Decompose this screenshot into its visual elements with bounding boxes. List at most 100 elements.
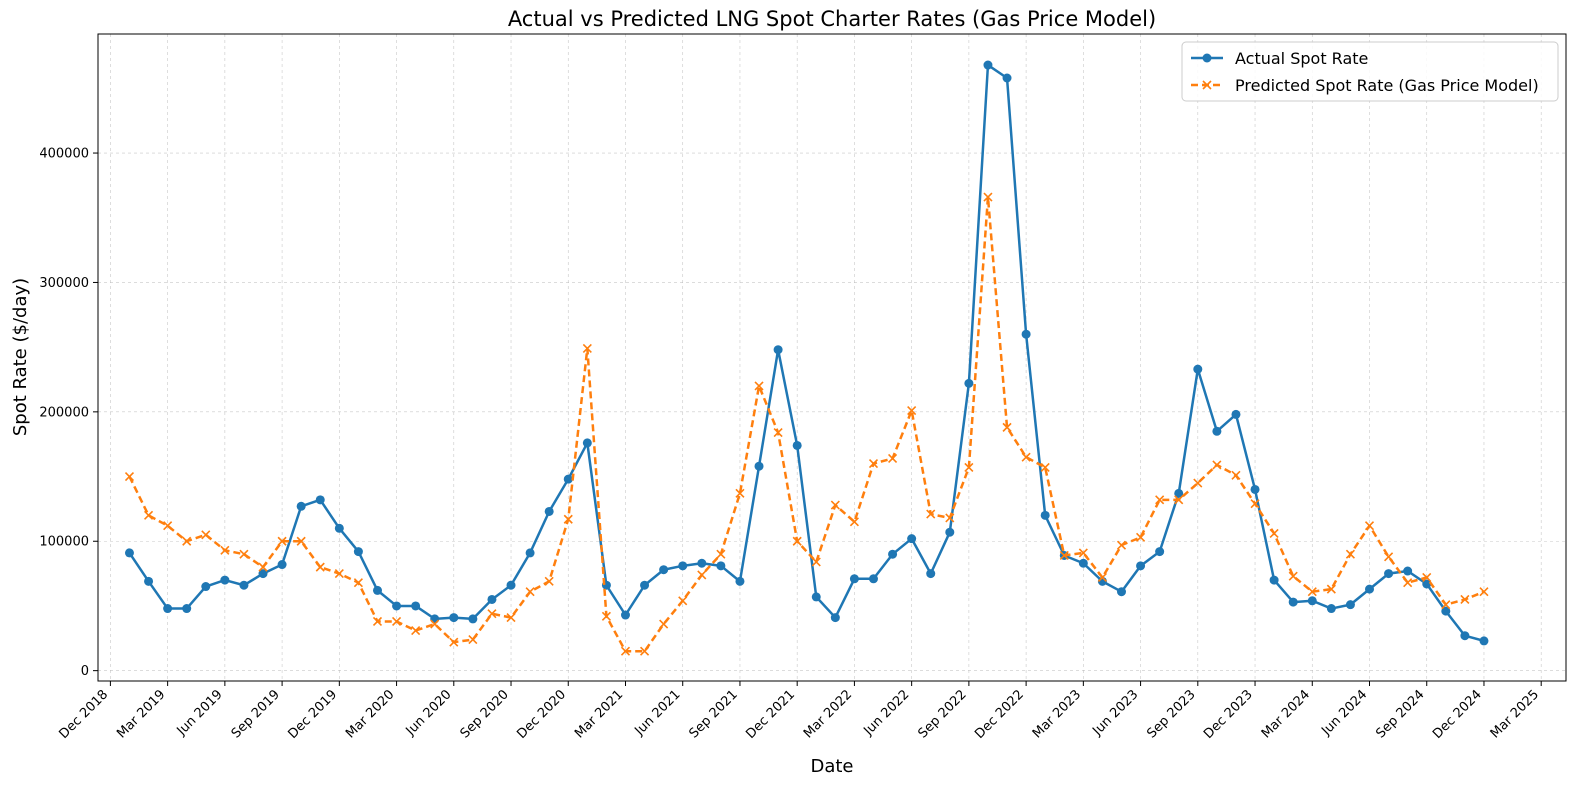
- data-point-predicted: [430, 619, 440, 629]
- data-point-predicted: [1307, 587, 1317, 597]
- data-point-actual: [754, 461, 764, 471]
- legend: Actual Spot Rate Predicted Spot Rate (Ga…: [1181, 41, 1559, 102]
- data-point-predicted: [697, 570, 707, 580]
- data-point-actual: [563, 474, 573, 484]
- data-point-predicted: [868, 459, 879, 469]
- data-point-predicted: [124, 471, 135, 482]
- data-point-predicted: [830, 500, 840, 510]
- data-point-predicted: [1269, 528, 1279, 539]
- data-point-actual: [964, 378, 974, 388]
- data-point-predicted: [1441, 600, 1451, 610]
- data-point-actual: [697, 558, 707, 568]
- data-point-actual: [487, 594, 497, 604]
- data-point-predicted: [945, 513, 955, 523]
- data-point-actual: [163, 604, 173, 614]
- legend-predicted-marker: [1202, 80, 1212, 90]
- data-point-predicted: [659, 619, 669, 629]
- data-point-actual: [372, 585, 382, 595]
- data-point-actual: [1136, 561, 1146, 571]
- data-point-actual: [1021, 329, 1031, 339]
- chart-title: Actual vs Predicted LNG Spot Charter Rat…: [508, 7, 1156, 31]
- data-point-predicted: [678, 596, 688, 606]
- data-point-actual: [1384, 569, 1394, 579]
- y-tick-label: 0: [81, 664, 89, 679]
- data-point-actual: [1116, 587, 1126, 597]
- data-point-predicted: [353, 578, 363, 588]
- data-point-actual: [1307, 596, 1317, 606]
- data-point-actual: [1479, 636, 1489, 646]
- series-line-predicted: [128, 195, 1485, 653]
- legend-predicted-label: Predicted Spot Rate (Gas Price Model): [1235, 76, 1539, 95]
- data-point-predicted: [1403, 578, 1413, 588]
- data-point-predicted: [601, 611, 611, 621]
- data-point-actual: [1269, 575, 1279, 585]
- legend-actual-marker: [1202, 53, 1212, 63]
- data-point-actual: [1212, 426, 1222, 436]
- data-point-actual: [182, 604, 192, 614]
- data-point-actual: [1040, 510, 1050, 520]
- data-point-predicted: [201, 530, 211, 540]
- data-point-predicted: [716, 549, 726, 559]
- data-point-predicted: [1460, 594, 1470, 605]
- data-point-actual: [716, 561, 726, 571]
- legend-actual-label: Actual Spot Rate: [1235, 49, 1368, 68]
- data-point-actual: [1422, 579, 1432, 589]
- data-point-actual: [239, 580, 249, 590]
- data-point-actual: [888, 549, 898, 559]
- data-point-actual: [945, 527, 955, 537]
- data-point-predicted: [1193, 478, 1203, 488]
- data-point-actual: [411, 601, 421, 611]
- data-point-predicted: [620, 646, 631, 656]
- data-point-actual: [315, 495, 325, 505]
- data-point-predicted: [926, 509, 936, 519]
- data-point-predicted: [773, 427, 783, 438]
- data-point-actual: [1250, 484, 1260, 494]
- data-point-predicted: [1116, 540, 1127, 550]
- data-point-predicted: [468, 635, 478, 645]
- data-point-actual: [907, 534, 917, 544]
- data-point-predicted: [639, 646, 650, 656]
- data-point-predicted: [735, 488, 745, 498]
- data-point-actual: [449, 613, 459, 623]
- data-point-predicted: [1364, 521, 1375, 531]
- data-point-predicted: [1479, 587, 1489, 597]
- legend-box: [1181, 41, 1559, 102]
- data-point-predicted: [1384, 552, 1394, 562]
- data-point-predicted: [258, 562, 268, 572]
- data-point-predicted: [296, 536, 306, 546]
- data-point-actual: [735, 576, 745, 586]
- data-point-actual: [201, 582, 211, 592]
- data-point-predicted: [964, 462, 974, 473]
- data-point-actual: [773, 345, 783, 355]
- data-point-actual: [1078, 558, 1088, 568]
- data-point-actual: [1231, 409, 1241, 419]
- data-point-predicted: [182, 536, 192, 546]
- data-point-predicted: [372, 616, 383, 627]
- data-point-actual: [1403, 566, 1413, 576]
- data-point-predicted: [1174, 495, 1184, 505]
- data-point-actual: [1288, 597, 1298, 607]
- data-point-actual: [392, 601, 402, 611]
- data-point-predicted: [315, 562, 325, 572]
- data-point-actual: [124, 548, 134, 558]
- data-point-actual: [792, 440, 802, 450]
- data-point-actual: [926, 569, 936, 579]
- data-point-actual: [659, 565, 669, 575]
- grid-lines: [98, 34, 1566, 681]
- data-point-predicted: [1422, 572, 1432, 583]
- data-point-predicted: [1288, 571, 1298, 581]
- data-point-actual: [983, 60, 993, 70]
- data-point-actual: [1193, 364, 1203, 374]
- data-point-actual: [1365, 584, 1375, 594]
- data-point-predicted: [411, 625, 421, 636]
- data-point-actual: [277, 560, 287, 570]
- data-point-actual: [1174, 488, 1184, 498]
- data-point-predicted: [1345, 549, 1355, 559]
- data-point-actual: [544, 506, 554, 516]
- data-point-predicted: [277, 536, 287, 546]
- data-point-predicted: [525, 587, 535, 597]
- data-point-predicted: [1155, 495, 1165, 505]
- x-axis-label: Date: [810, 756, 853, 777]
- y-tick-label: 400000: [39, 147, 89, 162]
- data-point-predicted: [143, 510, 154, 520]
